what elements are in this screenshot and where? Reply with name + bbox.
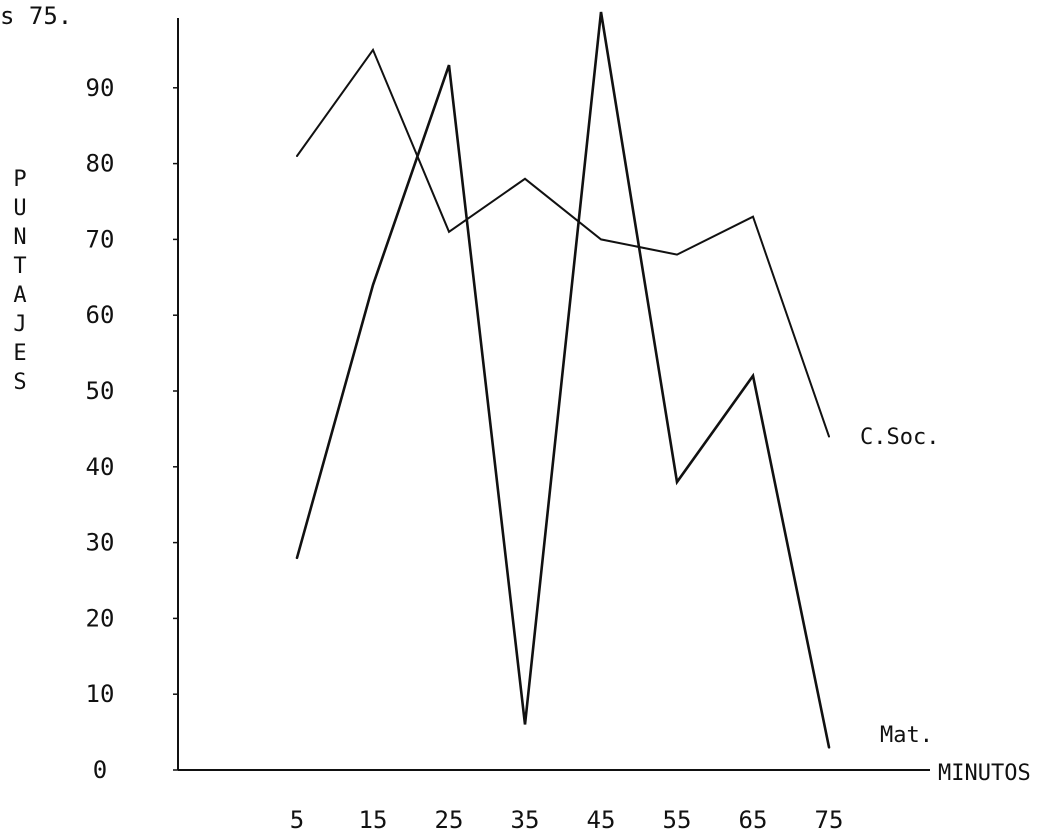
axes: 0 10 20 30 40 50 60 70 80 90 5 15 25 35 45 55 65 75 bbox=[86, 18, 930, 831]
y-tick-label: 80 bbox=[86, 150, 115, 178]
series-label: Mat. bbox=[880, 723, 933, 748]
x-tick-label: 15 bbox=[359, 806, 388, 831]
y-axis-title-letter: P bbox=[13, 167, 26, 192]
series-label: C.Soc. bbox=[860, 425, 939, 450]
y-axis-title-letter: T bbox=[13, 254, 26, 279]
y-tick-label: 10 bbox=[86, 680, 115, 708]
y-axis-title-letter: U bbox=[13, 196, 26, 221]
y-tick-label: 30 bbox=[86, 529, 115, 557]
x-tick-label: 35 bbox=[511, 806, 540, 831]
y-tick-label: 60 bbox=[86, 301, 115, 329]
y-axis-title-letter: S bbox=[13, 370, 26, 395]
series-line bbox=[295, 11, 831, 749]
corner-text: s 75. bbox=[0, 2, 72, 30]
y-tick-label: 20 bbox=[86, 604, 115, 632]
x-tick-label: 55 bbox=[663, 806, 692, 831]
y-tick-label: 90 bbox=[86, 74, 115, 102]
x-tick-label: 75 bbox=[815, 806, 844, 831]
y-tick-label: 0 bbox=[93, 756, 107, 784]
series-line bbox=[296, 47, 830, 438]
y-tick-label: 50 bbox=[86, 377, 115, 405]
x-axis-title: MINUTOS bbox=[938, 761, 1031, 786]
x-tick-label: 65 bbox=[739, 806, 768, 831]
y-axis-title-letter: N bbox=[13, 225, 26, 250]
x-tick-label: 5 bbox=[290, 806, 304, 831]
x-tick-label: 45 bbox=[587, 806, 616, 831]
y-axis-title-letter: A bbox=[13, 283, 26, 308]
y-axis-title-letter: J bbox=[13, 312, 26, 337]
series-lines bbox=[295, 11, 831, 749]
series-labels: C.Soc. Mat. bbox=[860, 425, 939, 748]
y-tick-label: 70 bbox=[86, 225, 115, 253]
y-axis-title-letter: E bbox=[13, 341, 26, 366]
y-tick-label: 40 bbox=[86, 453, 115, 481]
x-tick-label: 25 bbox=[435, 806, 464, 831]
